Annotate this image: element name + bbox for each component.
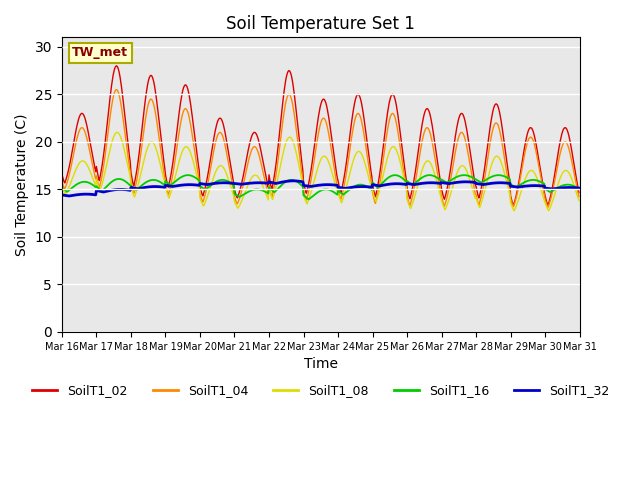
- Text: TW_met: TW_met: [72, 47, 128, 60]
- SoilT1_32: [289, 178, 297, 184]
- Legend: SoilT1_02, SoilT1_04, SoilT1_08, SoilT1_16, SoilT1_32: SoilT1_02, SoilT1_04, SoilT1_08, SoilT1_…: [28, 379, 614, 402]
- SoilT1_02: [122, 116, 129, 122]
- SoilT1_16: [58, 185, 66, 191]
- Line: SoilT1_02: SoilT1_02: [62, 66, 579, 205]
- SoilT1_02: [575, 190, 583, 195]
- SoilT1_08: [113, 130, 121, 135]
- Title: Soil Temperature Set 1: Soil Temperature Set 1: [227, 15, 415, 33]
- SoilT1_16: [173, 177, 180, 183]
- SoilT1_08: [67, 179, 75, 184]
- SoilT1_16: [305, 196, 312, 202]
- SoilT1_32: [68, 192, 76, 198]
- SoilT1_04: [544, 204, 552, 210]
- SoilT1_32: [201, 181, 209, 187]
- SoilT1_04: [201, 192, 209, 198]
- SoilT1_08: [399, 170, 406, 176]
- SoilT1_08: [58, 184, 66, 190]
- SoilT1_02: [174, 122, 182, 128]
- Line: SoilT1_04: SoilT1_04: [62, 90, 579, 207]
- SoilT1_32: [385, 181, 392, 187]
- SoilT1_04: [384, 126, 392, 132]
- SoilT1_04: [174, 139, 182, 145]
- SoilT1_08: [575, 198, 583, 204]
- SoilT1_08: [201, 200, 209, 205]
- SoilT1_08: [510, 208, 518, 214]
- SoilT1_16: [399, 176, 406, 181]
- Y-axis label: Soil Temperature (C): Soil Temperature (C): [15, 113, 29, 256]
- SoilT1_32: [174, 183, 182, 189]
- SoilT1_32: [58, 192, 66, 198]
- SoilT1_02: [58, 171, 66, 177]
- SoilT1_04: [399, 163, 406, 168]
- SoilT1_16: [460, 172, 468, 178]
- SoilT1_16: [575, 186, 583, 192]
- SoilT1_32: [122, 187, 129, 192]
- SoilT1_02: [384, 109, 392, 115]
- SoilT1_32: [575, 185, 583, 191]
- SoilT1_16: [67, 186, 75, 192]
- SoilT1_02: [399, 151, 406, 157]
- SoilT1_02: [201, 186, 209, 192]
- SoilT1_08: [384, 154, 392, 160]
- SoilT1_04: [122, 132, 129, 138]
- Line: SoilT1_16: SoilT1_16: [62, 175, 579, 199]
- SoilT1_16: [120, 178, 128, 184]
- SoilT1_04: [67, 163, 75, 168]
- SoilT1_02: [67, 154, 75, 159]
- SoilT1_16: [384, 175, 392, 181]
- X-axis label: Time: Time: [304, 357, 338, 371]
- SoilT1_32: [65, 193, 73, 199]
- SoilT1_04: [113, 87, 120, 93]
- SoilT1_02: [509, 203, 517, 208]
- SoilT1_04: [575, 194, 583, 200]
- Line: SoilT1_08: SoilT1_08: [62, 132, 579, 211]
- SoilT1_32: [399, 181, 407, 187]
- SoilT1_16: [200, 186, 208, 192]
- SoilT1_02: [113, 63, 120, 69]
- SoilT1_04: [58, 179, 66, 184]
- SoilT1_08: [174, 164, 182, 170]
- SoilT1_08: [122, 151, 129, 156]
- Line: SoilT1_32: SoilT1_32: [62, 181, 579, 196]
